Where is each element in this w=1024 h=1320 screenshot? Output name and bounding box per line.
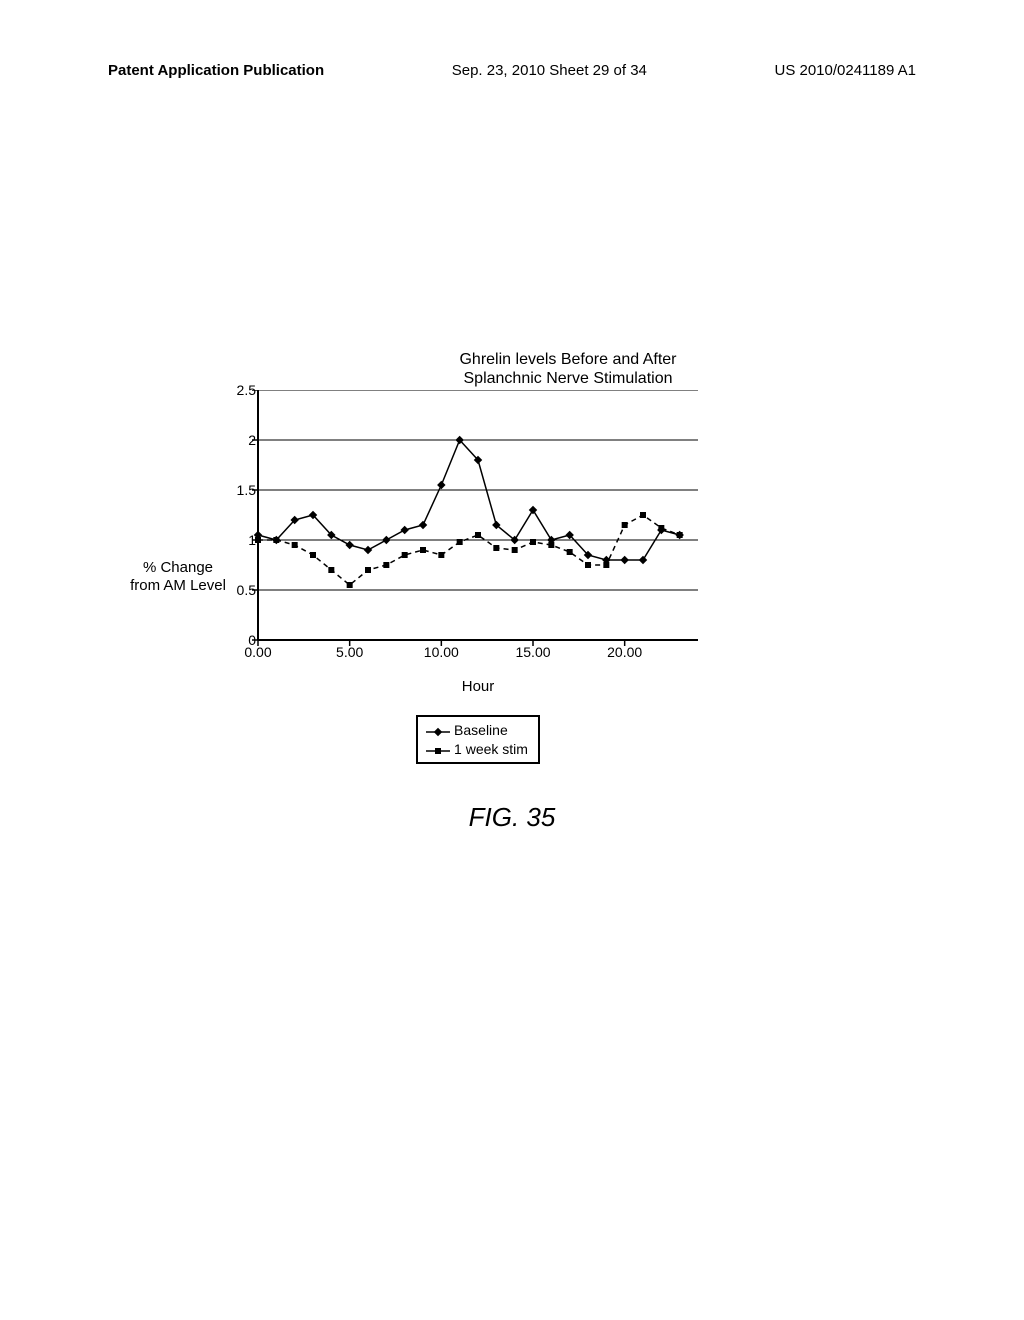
- chart-title-line2: Splanchnic Nerve Stimulation: [464, 370, 673, 387]
- x-tick-label: 15.00: [515, 644, 550, 660]
- y-tick-labels: 00.511.522.5: [216, 390, 256, 640]
- plot-area: 00.511.522.5: [258, 390, 698, 640]
- chart-title-line1: Ghrelin levels Before and After: [459, 351, 676, 368]
- y-tick-label: 1: [248, 532, 256, 548]
- legend-swatch-diamond: [426, 724, 450, 736]
- x-tick-label: 10.00: [424, 644, 459, 660]
- x-axis-label: Hour: [258, 678, 698, 695]
- y-tick-label: 0.5: [237, 582, 256, 598]
- figure-caption: FIG. 35: [0, 802, 1024, 833]
- chart-svg: [252, 390, 698, 646]
- y-tick-label: 2: [248, 432, 256, 448]
- header-right: US 2010/0241189 A1: [774, 62, 916, 79]
- chart-container: Ghrelin levels Before and After Splanchn…: [108, 350, 828, 764]
- legend-item-1week: 1 week stim: [426, 740, 528, 758]
- legend-label-baseline: Baseline: [454, 721, 508, 739]
- chart-title: Ghrelin levels Before and After Splanchn…: [308, 350, 828, 388]
- ylabel-line1: % Change: [143, 559, 213, 576]
- page-header: Patent Application Publication Sep. 23, …: [108, 62, 916, 79]
- header-center: Sep. 23, 2010 Sheet 29 of 34: [452, 62, 647, 79]
- y-tick-label: 2.5: [237, 382, 256, 398]
- x-tick-labels: 0.005.0010.0015.0020.00: [258, 640, 698, 664]
- legend-swatch-square: [426, 743, 450, 755]
- ylabel-line2: from AM Level: [130, 577, 226, 594]
- x-tick-label: 0.00: [244, 644, 271, 660]
- legend-label-1week: 1 week stim: [454, 740, 528, 758]
- x-tick-label: 20.00: [607, 644, 642, 660]
- legend-item-baseline: Baseline: [426, 721, 528, 739]
- y-tick-label: 1.5: [237, 482, 256, 498]
- x-tick-label: 5.00: [336, 644, 363, 660]
- header-left: Patent Application Publication: [108, 62, 324, 79]
- legend: Baseline 1 week stim: [416, 715, 540, 763]
